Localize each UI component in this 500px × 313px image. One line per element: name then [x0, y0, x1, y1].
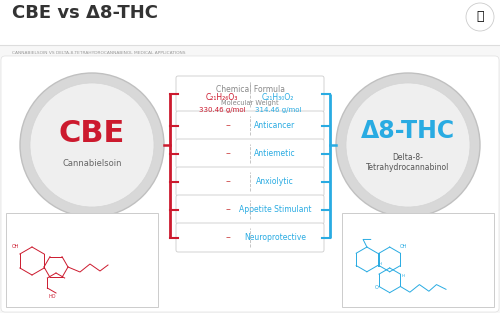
Text: –: – — [226, 177, 230, 187]
Text: Neuroprotective: Neuroprotective — [244, 233, 306, 242]
FancyBboxPatch shape — [342, 213, 494, 307]
Text: H: H — [402, 274, 404, 278]
Text: H: H — [378, 262, 382, 266]
Circle shape — [20, 73, 164, 217]
Text: Cannabielsoin: Cannabielsoin — [62, 158, 122, 167]
Text: Anxiolytic: Anxiolytic — [256, 177, 294, 186]
Text: O: O — [374, 285, 378, 290]
Text: –: – — [226, 148, 230, 158]
FancyBboxPatch shape — [1, 56, 499, 312]
Text: CBE vs Δ8-THC: CBE vs Δ8-THC — [12, 4, 158, 22]
Text: HO: HO — [48, 295, 56, 300]
Text: CANNABIELSOIN VS DELTA-8-TETRAHYDROCANNABINOL MEDICAL APPLICATIONS: CANNABIELSOIN VS DELTA-8-TETRAHYDROCANNA… — [12, 51, 186, 55]
FancyBboxPatch shape — [176, 167, 324, 196]
FancyBboxPatch shape — [6, 213, 158, 307]
Text: OH: OH — [399, 244, 407, 249]
Text: Molecular Weight: Molecular Weight — [221, 100, 279, 106]
Circle shape — [466, 3, 494, 31]
Text: Antiemetic: Antiemetic — [254, 149, 296, 158]
Circle shape — [346, 83, 470, 207]
Text: CBE: CBE — [59, 119, 125, 147]
FancyBboxPatch shape — [176, 139, 324, 168]
Text: 314.46 g/mol: 314.46 g/mol — [255, 107, 301, 113]
FancyBboxPatch shape — [176, 76, 324, 112]
Text: Anticancer: Anticancer — [254, 121, 296, 130]
Text: Delta-8-: Delta-8- — [392, 152, 424, 162]
Text: –: – — [226, 204, 230, 214]
Circle shape — [336, 73, 480, 217]
FancyBboxPatch shape — [176, 195, 324, 224]
FancyBboxPatch shape — [176, 111, 324, 140]
Text: 330.46 g/mol: 330.46 g/mol — [198, 107, 246, 113]
Text: 🌿: 🌿 — [476, 11, 484, 23]
Text: Chemical Formula: Chemical Formula — [216, 85, 284, 94]
FancyBboxPatch shape — [0, 45, 500, 60]
Text: Δ8-THC: Δ8-THC — [361, 119, 455, 143]
Text: C₂₁H₃₀O₂: C₂₁H₃₀O₂ — [262, 93, 294, 102]
Text: Appetite Stimulant: Appetite Stimulant — [239, 205, 311, 214]
FancyBboxPatch shape — [176, 223, 324, 252]
Text: –: – — [226, 233, 230, 243]
Text: OH: OH — [12, 244, 20, 249]
Circle shape — [30, 83, 154, 207]
Text: C₂₁H₂₆O₃: C₂₁H₂₆O₃ — [206, 93, 238, 102]
FancyBboxPatch shape — [0, 0, 500, 45]
Text: Tetrahydrocannabinol: Tetrahydrocannabinol — [366, 162, 450, 172]
Text: –: – — [226, 121, 230, 131]
